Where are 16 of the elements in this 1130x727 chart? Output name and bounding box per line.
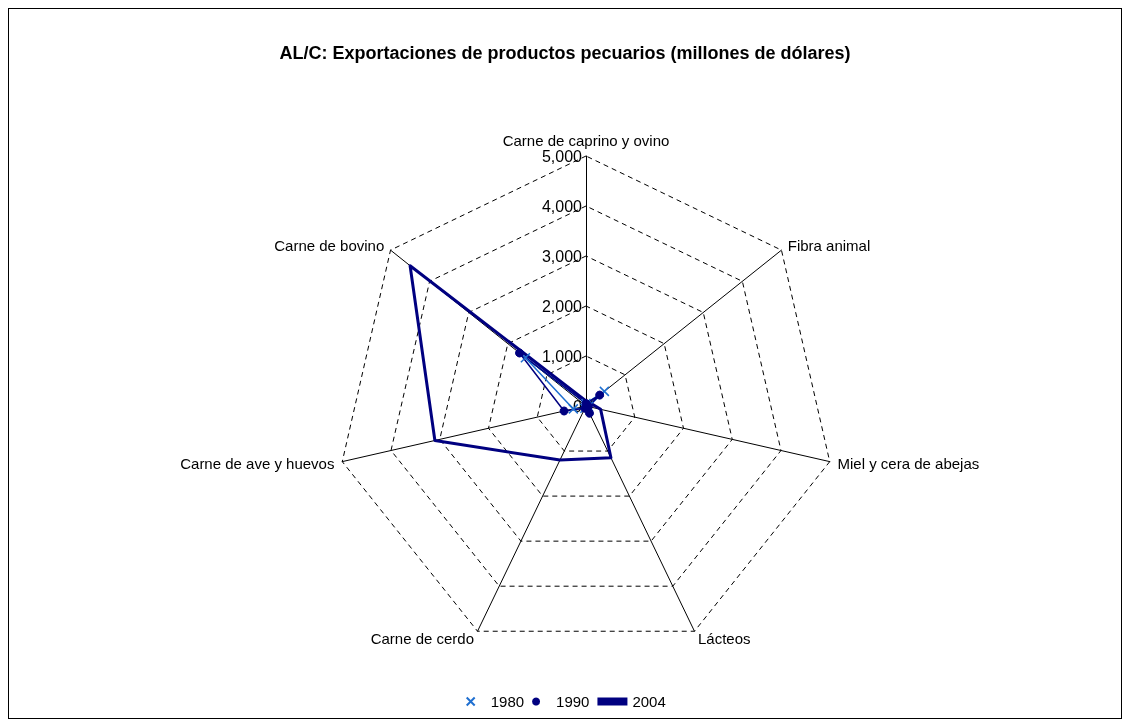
spoke-label: Carne de caprino y ovino (502, 132, 670, 149)
y-tick-label: 1,000 (541, 347, 583, 365)
y-tick-label: 3,000 (541, 247, 583, 265)
chart-title: AL/C: Exportaciones de productos pecuarios (millones de dólares) (279, 43, 851, 63)
y-tick-label: 5,000 (541, 147, 583, 165)
legend-label: 1980 (490, 693, 525, 710)
y-tick-label: 2,000 (541, 297, 583, 315)
spoke-label: Fibra animal (787, 236, 871, 254)
y-tick-label: 4,000 (541, 197, 583, 215)
spoke-label: Carne de ave y huevos (180, 454, 335, 472)
spoke-label: Lácteos (697, 629, 751, 647)
spoke-label: Carne de cerdo (370, 629, 475, 647)
spoke-label: Carne de bovino (274, 236, 385, 254)
legend-label: 2004 (632, 693, 666, 710)
spoke-label: Miel y cera de abejas (837, 454, 980, 472)
legend-label: 1990 (556, 693, 590, 710)
